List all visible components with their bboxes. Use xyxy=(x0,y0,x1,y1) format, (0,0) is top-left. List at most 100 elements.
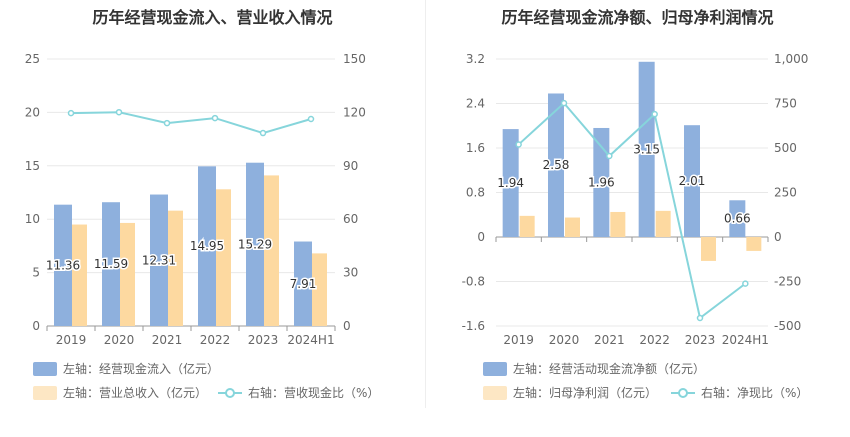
x-tick-label: 2024H1 xyxy=(287,333,334,347)
ratio-line xyxy=(70,111,312,135)
x-tick-label: 2019 xyxy=(56,333,87,347)
y-left-tick-label: 5 xyxy=(32,266,40,280)
x-tick-label: 2021 xyxy=(152,333,183,347)
bar-secondary xyxy=(216,189,231,326)
bar-primary xyxy=(548,93,564,237)
bar-secondary xyxy=(565,217,580,237)
legend-item-revenue[interactable]: 左轴：营业总收入（亿元） xyxy=(33,384,207,401)
y-right-tick-label: 0 xyxy=(343,319,351,333)
legend-item-cash-ratio[interactable]: 右轴：营收现金比（%） xyxy=(218,384,379,401)
x-tick-label: 2021 xyxy=(594,333,625,347)
panel-divider xyxy=(425,0,426,408)
x-tick-label: 2020 xyxy=(104,333,135,347)
y-right-tick-label: 150 xyxy=(343,52,366,66)
data-label: 0.66 xyxy=(724,212,751,226)
y-left-tick-label: -1.6 xyxy=(462,319,485,333)
x-tick-label: 2023 xyxy=(685,333,716,347)
bar-primary xyxy=(102,202,120,326)
data-label: 14.95 xyxy=(190,239,224,253)
bar-primary xyxy=(198,166,216,326)
bar-secondary xyxy=(610,211,626,237)
y-left-tick-label: 0.8 xyxy=(466,186,485,200)
bar-secondary xyxy=(312,253,327,326)
legend-label: 左轴：归母净利润（亿元） xyxy=(513,386,658,400)
ratio-point xyxy=(307,115,315,123)
data-label: 7.91 xyxy=(290,277,317,291)
legend-swatch xyxy=(33,385,57,400)
ratio-point xyxy=(696,314,704,322)
ratio-point xyxy=(115,108,123,116)
bar-primary xyxy=(638,61,655,237)
bar-secondary xyxy=(746,237,762,251)
y-right-tick-label: 120 xyxy=(343,105,366,119)
y-left-tick-label: 0 xyxy=(477,230,485,244)
ratio-point xyxy=(742,280,749,287)
ratio-point xyxy=(560,99,568,107)
legend-swatch xyxy=(483,361,507,376)
ratio-point xyxy=(211,114,219,122)
y-right-tick-label: -250 xyxy=(774,275,801,289)
y-left-tick-label: 1.6 xyxy=(466,141,485,155)
legend-item-net-cash-flow[interactable]: 左轴：经营活动现金流净额（亿元） xyxy=(483,360,705,377)
y-right-tick-label: 750 xyxy=(774,97,797,111)
x-tick-label: 2019 xyxy=(503,333,534,347)
data-label: 1.96 xyxy=(588,175,615,189)
bar-secondary xyxy=(701,237,716,261)
left-chart-panel: 历年经营现金流入、营业收入情况 0 5 10 15 20 25 0 30 60 90 120 150 2… xyxy=(25,8,380,401)
data-label: 15.29 xyxy=(238,237,272,251)
bar-primary xyxy=(593,127,610,237)
bar-primary xyxy=(150,194,168,326)
bar-primary xyxy=(729,200,746,237)
y-right-tick-label: 90 xyxy=(343,159,358,173)
legend-label: 左轴：经营现金流入（亿元） xyxy=(63,362,220,376)
right-chart-svg: -1.6 -0.8 0 0.8 1.6 2.4 3.2 -500 -250 0 250 500 750 1… xyxy=(462,52,809,347)
legend-item-net-cash-ratio[interactable]: 右轴：净现比（%） xyxy=(671,384,808,401)
y-left-tick-label: 15 xyxy=(25,159,40,173)
legend-item-net-profit[interactable]: 左轴：归母净利润（亿元） xyxy=(483,384,657,401)
y-right-tick-label: 500 xyxy=(774,141,797,155)
legend-item-cash-inflow[interactable]: 左轴：经营现金流入（亿元） xyxy=(33,360,219,377)
y-right-tick-label: -500 xyxy=(774,319,801,333)
y-left-tick-label: 0 xyxy=(32,319,40,333)
ratio-point xyxy=(163,119,171,127)
data-label: 11.36 xyxy=(46,258,80,272)
ratio-point xyxy=(651,110,658,118)
y-left-tick-label: 3.2 xyxy=(466,52,485,66)
x-tick-label: 2023 xyxy=(248,333,279,347)
legend-label: 左轴：经营活动现金流净额（亿元） xyxy=(513,362,706,376)
bar-primary xyxy=(246,162,264,326)
chart-title: 历年经营现金流净额、归母净利润情况 xyxy=(501,8,774,27)
y-right-tick-label: 30 xyxy=(343,266,358,280)
data-label: 12.31 xyxy=(142,253,176,267)
y-left-tick-label: 2.4 xyxy=(466,97,485,111)
bar-secondary xyxy=(72,224,87,326)
ratio-point xyxy=(606,152,613,160)
data-label: 11.59 xyxy=(94,257,128,271)
ratio-point xyxy=(67,109,75,117)
left-chart-svg: 0 5 10 15 20 25 0 30 60 90 120 150 2019 2020 2021 2022 2… xyxy=(25,52,366,347)
bar-secondary xyxy=(168,210,183,326)
y-right-tick-label: 0 xyxy=(774,230,782,244)
legend-label: 右轴：净现比（%） xyxy=(701,386,809,400)
data-label: 2.58 xyxy=(543,158,570,172)
legend-label: 左轴：营业总收入（亿元） xyxy=(63,386,208,400)
legend-label: 右轴：营收现金比（%） xyxy=(248,386,380,400)
data-label: 3.15 xyxy=(633,142,660,156)
y-left-tick-label: 20 xyxy=(25,105,40,119)
legend-line-icon xyxy=(671,386,695,400)
x-tick-label: 2024H1 xyxy=(722,333,769,347)
y-right-tick-label: 60 xyxy=(343,212,358,226)
legend-line-icon xyxy=(218,386,242,400)
ratio-point xyxy=(515,141,522,148)
bar-primary xyxy=(684,125,700,237)
data-label: 1.94 xyxy=(497,176,524,190)
y-left-tick-label: 10 xyxy=(25,212,40,226)
y-right-tick-label: 250 xyxy=(774,186,797,200)
y-left-tick-label: 25 xyxy=(25,52,40,66)
y-right-tick-label: 1,000 xyxy=(774,52,808,66)
x-tick-label: 2022 xyxy=(639,333,670,347)
legend-swatch xyxy=(483,385,507,400)
bar-secondary xyxy=(655,210,671,237)
ratio-line xyxy=(517,101,746,320)
chart-title: 历年经营现金流入、营业收入情况 xyxy=(92,8,333,27)
